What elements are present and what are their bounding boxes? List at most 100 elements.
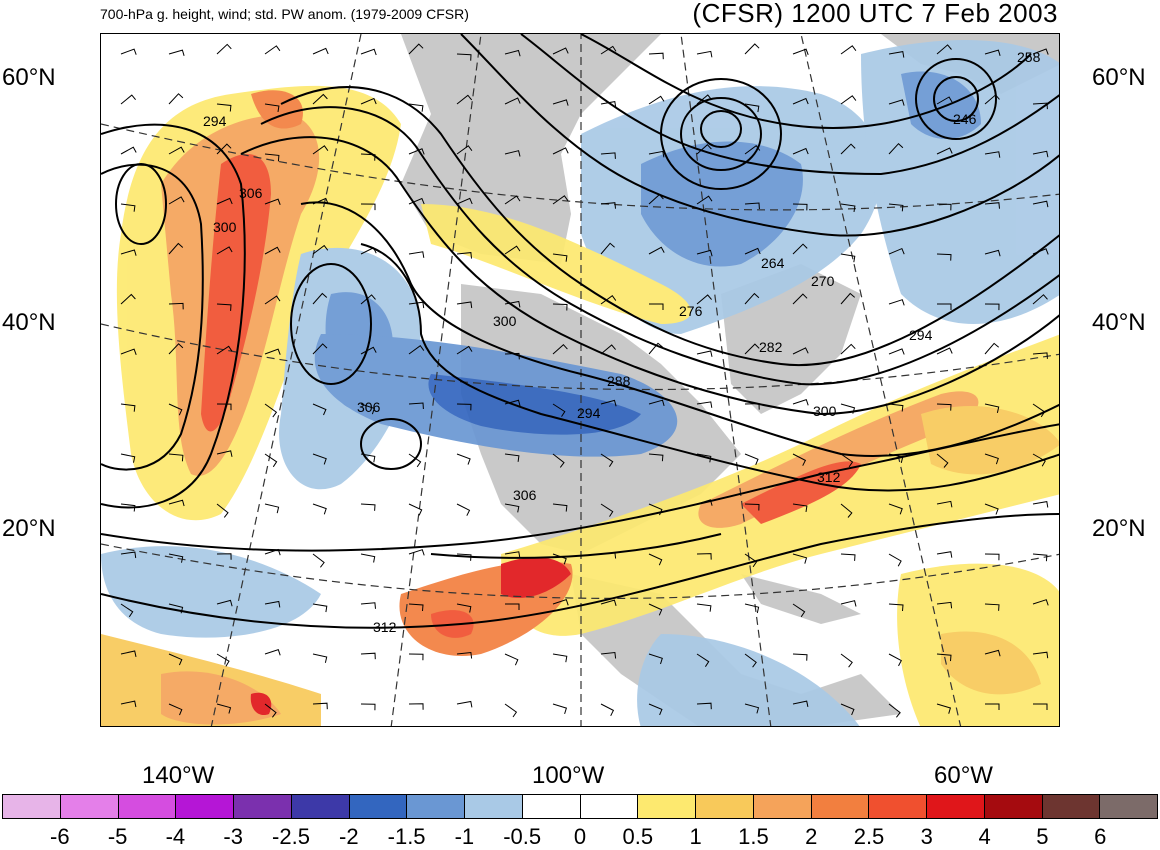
contour-label-300-2: 300: [493, 313, 517, 329]
wind-barb: [744, 202, 760, 210]
colorbar-label: 0.5: [622, 824, 654, 849]
wind-barb: [312, 503, 327, 515]
colorbar-label: -4: [165, 824, 186, 849]
lon-label-60w: 60°W: [934, 762, 993, 789]
wind-barb: [600, 152, 616, 159]
wind-barb: [840, 503, 853, 518]
wind-barb: [504, 551, 521, 558]
wind-barb: [312, 702, 328, 710]
wind-barb: [696, 453, 712, 463]
colorbar-box-2: [118, 795, 177, 818]
wind-barb: [456, 700, 473, 708]
contour-label-294-2: 294: [909, 327, 933, 343]
wind-barb: [552, 403, 566, 417]
wind-barb: [984, 49, 1001, 56]
wind-barb: [360, 203, 376, 211]
wind-barb: [744, 503, 760, 511]
wind-barb: [1032, 150, 1049, 158]
wind-barb: [216, 303, 232, 311]
wind-barb: [888, 247, 905, 255]
wind-barb: [216, 450, 233, 457]
wind-barb: [984, 503, 999, 515]
wind-barb: [120, 293, 136, 305]
wind-barb: [936, 703, 952, 714]
wind-barb: [120, 453, 136, 463]
wind-barb: [840, 95, 857, 105]
wind-barb: [552, 253, 568, 262]
colorbar-label: 2: [805, 824, 818, 849]
wind-barb: [888, 51, 905, 58]
wind-barb: [600, 202, 616, 209]
wind-barb: [168, 93, 184, 105]
wind-barb: [600, 242, 615, 255]
wind-barb: [408, 344, 425, 355]
colorbar-label: -0.5: [503, 824, 542, 849]
wind-barb: [888, 603, 904, 612]
wind-barb: [216, 43, 232, 55]
wind-barb: [888, 142, 904, 155]
wind-barb: [792, 653, 808, 661]
contour-label-300-3: 300: [813, 403, 837, 419]
contour-label-288: 288: [607, 373, 631, 389]
wind-barb: [120, 146, 137, 155]
wind-barb: [648, 246, 665, 255]
wind-barb: [648, 150, 665, 158]
wind-barb: [264, 548, 281, 556]
wind-barb: [984, 94, 1000, 105]
colorbar-box-19: [1100, 795, 1157, 818]
wind-barb: [840, 403, 856, 414]
wind-barb: [360, 602, 376, 609]
wind-barb: [600, 294, 617, 305]
wind-barb: [936, 203, 952, 211]
wind-barb: [648, 653, 663, 665]
wind-barb: [504, 503, 520, 513]
wind-barb: [792, 503, 808, 512]
colorbar-label: 6: [1094, 824, 1107, 849]
colorbar-box-12: [696, 795, 754, 818]
wind-barb: [264, 648, 281, 656]
contour-label-306: 306: [239, 185, 263, 201]
wind-barb: [888, 348, 905, 355]
wind-barb: [744, 43, 760, 55]
wind-barb: [504, 97, 521, 105]
wind-barb: [552, 303, 568, 311]
wind-barb: [504, 150, 521, 157]
wind-barb: [936, 500, 953, 508]
map-title: (CFSR) 1200 UTC 7 Feb 2003: [692, 0, 1058, 28]
wind-barb: [552, 703, 568, 715]
wind-barb: [888, 403, 904, 412]
wind-barb: [408, 148, 425, 155]
wind-barb: [504, 453, 520, 462]
wind-barb: [216, 345, 233, 355]
colorbar-box-17: [984, 795, 1043, 818]
colorbar-box-10: [580, 795, 639, 818]
map-subtitle: 700-hPa g. height, wind; std. PW anom. (…: [100, 6, 469, 22]
wind-barb: [936, 44, 952, 55]
lat-label-right-20n: 20°N: [1092, 515, 1146, 542]
colorbar-box-4: [234, 795, 292, 818]
wind-barb: [216, 197, 233, 205]
wind-barb: [888, 203, 904, 212]
wind-barb: [792, 203, 808, 211]
colorbar-box-0: [3, 795, 61, 818]
wind-barb: [456, 651, 473, 659]
wind-barb: [456, 301, 473, 309]
wind-barb: [696, 499, 713, 506]
contour-labels: 258 246 294 306 300 264 270 276 300 282 …: [203, 49, 1041, 635]
wind-barb: [696, 603, 712, 612]
colorbar-box-18: [1042, 795, 1101, 818]
contour-label-306-3: 306: [513, 487, 537, 503]
wind-barb: [936, 253, 952, 261]
wind-barb: [408, 653, 424, 661]
colorbar-label: 2.5: [853, 824, 885, 849]
wind-barb: [696, 294, 712, 305]
wind-barb: [744, 453, 759, 465]
wind-barb: [696, 553, 712, 560]
wind-barb: [408, 251, 425, 258]
wind-barb: [840, 45, 857, 55]
wind-barb: [1032, 48, 1049, 55]
wind-barb: [168, 703, 183, 716]
wind-barb: [840, 292, 856, 305]
wind-barb: [264, 503, 280, 514]
wind-barb: [744, 145, 761, 155]
